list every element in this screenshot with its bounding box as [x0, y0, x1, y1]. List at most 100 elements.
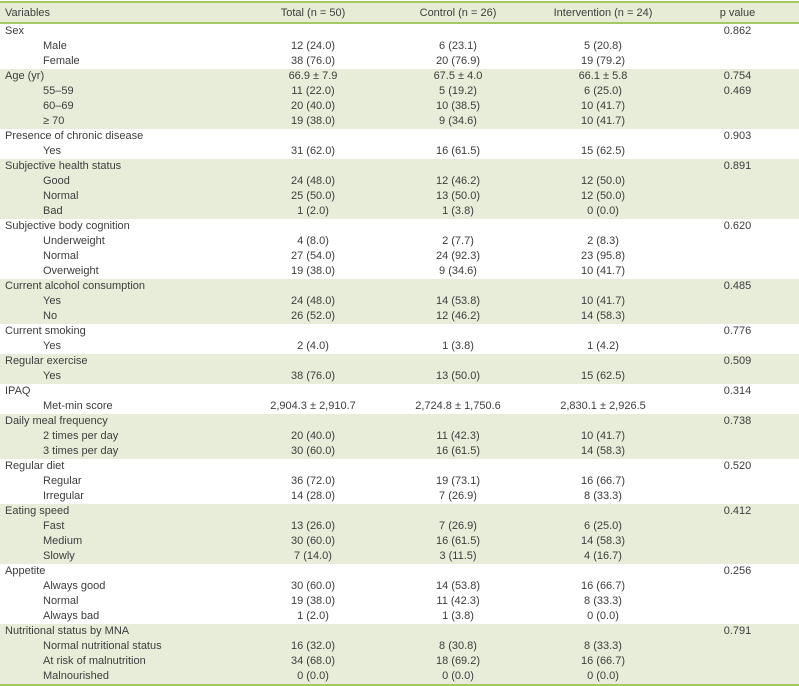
intervention-cell: 2 (8.3)	[530, 234, 676, 249]
table-row: 55–59 11 (22.0) 5 (19.2) 6 (25.0) 0.469	[0, 84, 799, 99]
p-value-cell	[676, 489, 799, 504]
intervention-cell: 15 (62.5)	[530, 144, 676, 159]
total-cell	[240, 624, 386, 639]
total-cell: 38 (76.0)	[240, 54, 386, 69]
table-row: Current smoking 0.776	[0, 324, 799, 339]
control-cell: 14 (53.8)	[386, 294, 530, 309]
table-row: Always good 30 (60.0) 14 (53.8) 16 (66.7)	[0, 579, 799, 594]
intervention-cell: 15 (62.5)	[530, 369, 676, 384]
control-cell	[386, 354, 530, 369]
total-cell	[240, 159, 386, 174]
header-row: Variables Total (n = 50) Control (n = 26…	[0, 2, 799, 24]
p-value-cell	[676, 399, 799, 414]
p-value-cell	[676, 474, 799, 489]
table-row: Overweight 19 (38.0) 9 (34.6) 10 (41.7)	[0, 264, 799, 279]
table-row: Normal 25 (50.0) 13 (50.0) 12 (50.0)	[0, 189, 799, 204]
intervention-cell: 8 (33.3)	[530, 594, 676, 609]
intervention-cell	[530, 504, 676, 519]
total-cell	[240, 459, 386, 474]
intervention-cell: 14 (58.3)	[530, 309, 676, 324]
table-row: Age (yr) 66.9 ± 7.9 67.5 ± 4.0 66.1 ± 5.8 0.…	[0, 69, 799, 84]
control-cell: 1 (3.8)	[386, 204, 530, 219]
control-cell: 1 (3.8)	[386, 609, 530, 624]
table-row: Yes 38 (76.0) 13 (50.0) 15 (62.5)	[0, 369, 799, 384]
control-cell: 24 (92.3)	[386, 249, 530, 264]
intervention-cell	[530, 279, 676, 294]
control-cell	[386, 129, 530, 144]
variable-cell: 2 times per day	[0, 429, 240, 444]
intervention-cell	[530, 159, 676, 174]
total-cell: 19 (38.0)	[240, 114, 386, 129]
intervention-cell	[530, 129, 676, 144]
intervention-cell: 12 (50.0)	[530, 189, 676, 204]
p-value-cell	[676, 114, 799, 129]
col-header-intervention: Intervention (n = 24)	[530, 2, 676, 24]
p-value-cell	[676, 444, 799, 459]
total-cell: 2 (4.0)	[240, 339, 386, 354]
variable-cell: 60–69	[0, 99, 240, 114]
p-value-cell	[676, 594, 799, 609]
intervention-cell: 16 (66.7)	[530, 654, 676, 669]
control-cell	[386, 324, 530, 339]
total-cell	[240, 324, 386, 339]
p-value-cell: 0.738	[676, 414, 799, 429]
p-value-cell	[676, 579, 799, 594]
variable-cell: ≥ 70	[0, 114, 240, 129]
intervention-cell: 66.1 ± 5.8	[530, 69, 676, 84]
p-value-cell: 0.520	[676, 459, 799, 474]
variable-cell: Overweight	[0, 264, 240, 279]
variable-cell: Nutritional status by MNA	[0, 624, 240, 639]
intervention-cell	[530, 459, 676, 474]
total-cell: 31 (62.0)	[240, 144, 386, 159]
p-value-cell: 0.776	[676, 324, 799, 339]
intervention-cell: 10 (41.7)	[530, 114, 676, 129]
control-cell	[386, 159, 530, 174]
control-cell: 16 (61.5)	[386, 444, 530, 459]
intervention-cell: 23 (95.8)	[530, 249, 676, 264]
total-cell: 38 (76.0)	[240, 369, 386, 384]
control-cell	[386, 384, 530, 399]
control-cell: 67.5 ± 4.0	[386, 69, 530, 84]
col-header-total: Total (n = 50)	[240, 2, 386, 24]
control-cell	[386, 279, 530, 294]
control-cell: 9 (34.6)	[386, 264, 530, 279]
variable-cell: Normal nutritional status	[0, 639, 240, 654]
p-value-cell	[676, 54, 799, 69]
total-cell: 19 (38.0)	[240, 264, 386, 279]
intervention-cell: 10 (41.7)	[530, 429, 676, 444]
total-cell: 1 (2.0)	[240, 609, 386, 624]
intervention-cell: 10 (41.7)	[530, 264, 676, 279]
variable-cell: At risk of malnutrition	[0, 654, 240, 669]
table-row: Normal nutritional status 16 (32.0) 8 (30.…	[0, 639, 799, 654]
variable-cell: Always bad	[0, 609, 240, 624]
table-body: Sex 0.862 Male 12 (24.0) 6 (23.1) 5 (20.8) Fem…	[0, 23, 799, 685]
control-cell	[386, 219, 530, 234]
intervention-cell: 2,830.1 ± 2,926.5	[530, 399, 676, 414]
p-value-cell	[676, 369, 799, 384]
p-value-cell	[676, 294, 799, 309]
intervention-cell: 19 (79.2)	[530, 54, 676, 69]
p-value-cell	[676, 654, 799, 669]
control-cell: 7 (26.9)	[386, 519, 530, 534]
p-value-cell	[676, 249, 799, 264]
control-cell: 12 (46.2)	[386, 309, 530, 324]
total-cell: 0 (0.0)	[240, 669, 386, 685]
table-row: Medium 30 (60.0) 16 (61.5) 14 (58.3)	[0, 534, 799, 549]
intervention-cell: 8 (33.3)	[530, 639, 676, 654]
intervention-cell	[530, 219, 676, 234]
table-row: Always bad 1 (2.0) 1 (3.8) 0 (0.0)	[0, 609, 799, 624]
total-cell: 7 (14.0)	[240, 549, 386, 564]
variable-cell: Subjective health status	[0, 159, 240, 174]
table-row: Malnourished 0 (0.0) 0 (0.0) 0 (0.0)	[0, 669, 799, 685]
total-cell: 2,904.3 ± 2,910.7	[240, 399, 386, 414]
table-row: Current alcohol consumption 0.485	[0, 279, 799, 294]
variable-cell: Always good	[0, 579, 240, 594]
p-value-cell	[676, 204, 799, 219]
table-row: 3 times per day 30 (60.0) 16 (61.5) 14 (58.…	[0, 444, 799, 459]
total-cell: 24 (48.0)	[240, 294, 386, 309]
variable-cell: IPAQ	[0, 384, 240, 399]
intervention-cell: 10 (41.7)	[530, 294, 676, 309]
p-value-cell	[676, 339, 799, 354]
intervention-cell	[530, 384, 676, 399]
intervention-cell: 0 (0.0)	[530, 609, 676, 624]
